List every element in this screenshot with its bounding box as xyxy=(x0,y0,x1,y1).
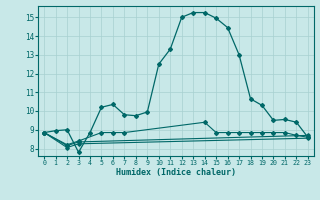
X-axis label: Humidex (Indice chaleur): Humidex (Indice chaleur) xyxy=(116,168,236,177)
